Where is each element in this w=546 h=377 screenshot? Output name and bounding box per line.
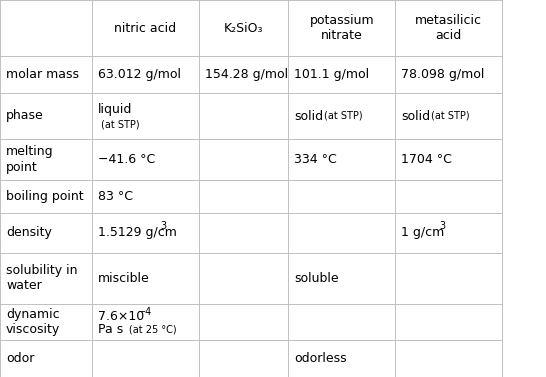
Text: odorless: odorless [294,352,347,365]
Text: 78.098 g/mol: 78.098 g/mol [401,68,485,81]
Text: potassium
nitrate: potassium nitrate [310,14,374,42]
Text: 154.28 g/mol: 154.28 g/mol [205,68,288,81]
Text: dynamic
viscosity: dynamic viscosity [6,308,60,336]
Text: phase: phase [6,109,44,123]
Text: density: density [6,227,52,239]
Text: melting
point: melting point [6,146,54,173]
Text: solid: solid [401,109,430,123]
Text: miscible: miscible [98,272,150,285]
Text: solubility in
water: solubility in water [6,264,78,293]
Text: metasilicic
acid: metasilicic acid [416,14,482,42]
Text: (at STP): (at STP) [324,111,363,121]
Text: 83 °C: 83 °C [98,190,133,203]
Text: 1.5129 g/cm: 1.5129 g/cm [98,227,176,239]
Text: soluble: soluble [294,272,339,285]
Text: −41.6 °C: −41.6 °C [98,153,155,166]
Text: 101.1 g/mol: 101.1 g/mol [294,68,370,81]
Text: (at STP): (at STP) [100,120,139,129]
Text: K₂SiO₃: K₂SiO₃ [224,21,263,35]
Text: boiling point: boiling point [6,190,84,203]
Text: 63.012 g/mol: 63.012 g/mol [98,68,181,81]
Text: odor: odor [6,352,34,365]
Text: nitric acid: nitric acid [114,21,176,35]
Text: 1704 °C: 1704 °C [401,153,452,166]
Text: −4: −4 [138,307,152,317]
Text: Pa s: Pa s [98,323,123,336]
Text: (at 25 °C): (at 25 °C) [124,324,176,334]
Text: 3: 3 [440,221,446,231]
Text: solid: solid [294,109,323,123]
Text: 3: 3 [161,221,167,231]
Text: (at STP): (at STP) [431,111,470,121]
Text: 7.6×10: 7.6×10 [98,310,144,323]
Text: 1 g/cm: 1 g/cm [401,227,444,239]
Text: 334 °C: 334 °C [294,153,337,166]
Text: molar mass: molar mass [6,68,79,81]
Text: liquid: liquid [98,103,132,116]
